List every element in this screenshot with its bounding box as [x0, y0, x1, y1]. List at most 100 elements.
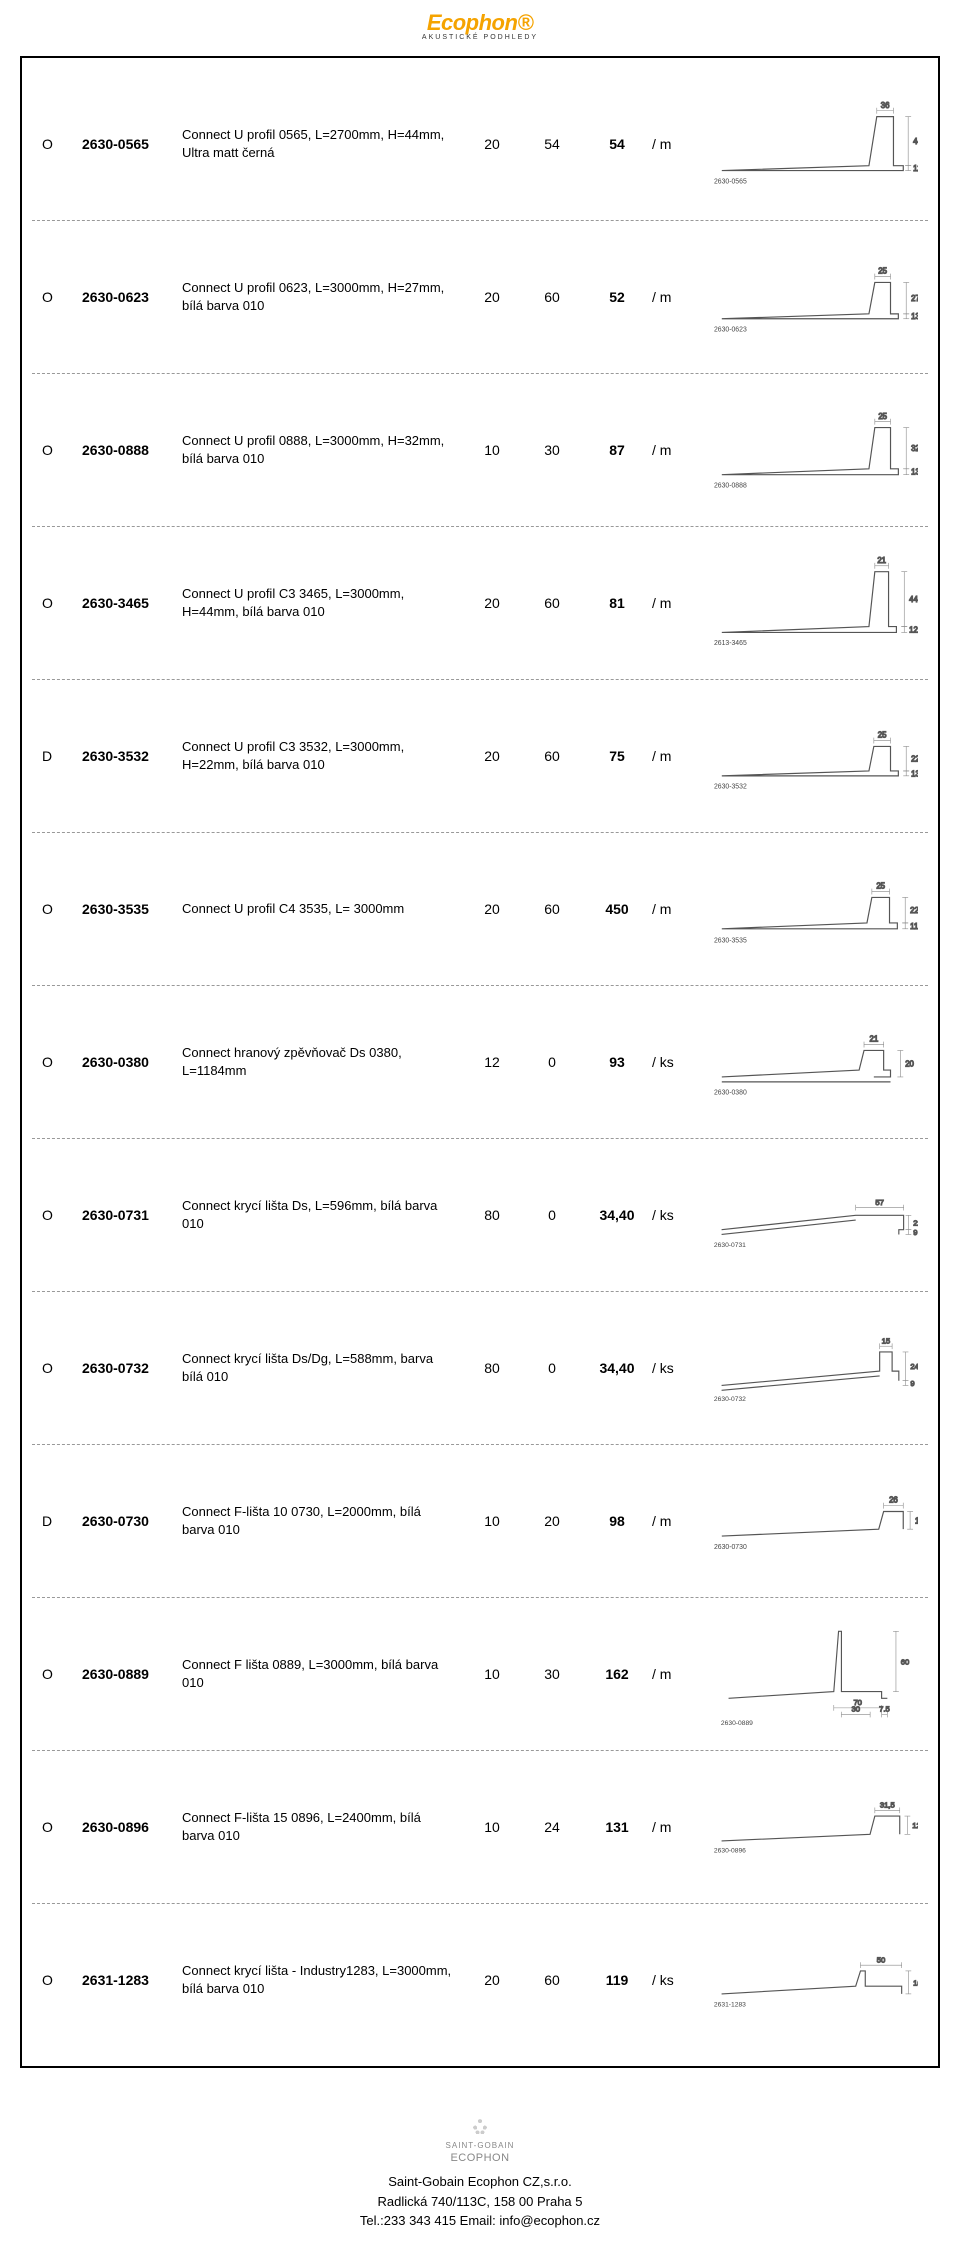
row-code: 2630-3532 — [82, 748, 182, 764]
profile-drawing: 31,5 12 2630-0896 — [712, 1795, 918, 1854]
svg-text:27: 27 — [911, 294, 918, 303]
svg-text:2630-3532: 2630-3532 — [714, 783, 747, 790]
row-marker: O — [32, 1972, 82, 1988]
row-qty1: 20 — [462, 289, 522, 305]
svg-text:2630-0623: 2630-0623 — [714, 327, 747, 334]
row-price: 81 — [582, 595, 652, 611]
svg-text:2630-0730: 2630-0730 — [714, 1543, 747, 1550]
svg-text:25: 25 — [878, 412, 887, 421]
row-description: Connect F lišta 0889, L=3000mm, bílá bar… — [182, 1656, 462, 1692]
profile-drawing: 25 27 13 2630-0623 — [712, 255, 918, 333]
row-profile-cell: 26 10 2630-0730 — [702, 1487, 928, 1556]
profile-drawing: 25 22 11 2630-3535 — [712, 868, 918, 945]
profile-drawing: 26 10 2630-0730 — [712, 1487, 918, 1551]
footer-company: Saint-Gobain Ecophon CZ,s.r.o. — [0, 2172, 960, 2192]
svg-text:21: 21 — [877, 556, 886, 565]
row-code: 2630-0565 — [82, 136, 182, 152]
svg-text:16: 16 — [913, 1979, 918, 1988]
row-description: Connect U profil C4 3535, L= 3000mm — [182, 900, 462, 918]
product-row: O 2630-3535 Connect U profil C4 3535, L=… — [32, 833, 928, 986]
product-row: D 2630-0730 Connect F-lišta 10 0730, L=2… — [32, 1445, 928, 1598]
row-price: 75 — [582, 748, 652, 764]
row-code: 2630-0730 — [82, 1513, 182, 1529]
row-price: 119 — [582, 1972, 652, 1988]
row-marker: O — [32, 901, 82, 917]
row-unit: / ks — [652, 1360, 702, 1376]
row-qty2: 30 — [522, 442, 582, 458]
row-unit: / m — [652, 748, 702, 764]
svg-text:10: 10 — [915, 1516, 918, 1525]
row-price: 450 — [582, 901, 652, 917]
product-row: O 2630-0380 Connect hranový zpěvňovač Ds… — [32, 986, 928, 1139]
svg-text:12: 12 — [912, 1821, 918, 1830]
profile-drawing: 57 21 9 2630-0731 — [712, 1177, 918, 1249]
row-price: 52 — [582, 289, 652, 305]
row-description: Connect F-lišta 15 0896, L=2400mm, bílá … — [182, 1809, 462, 1845]
row-description: Connect U profil 0888, L=3000mm, H=32mm,… — [182, 432, 462, 468]
row-unit: / m — [652, 595, 702, 611]
row-profile-cell: 25 22 13 2630-3532 — [702, 717, 928, 796]
row-qty2: 24 — [522, 1819, 582, 1835]
row-profile-cell: 36 44 12 2630-0565 — [702, 97, 928, 190]
row-marker: O — [32, 1666, 82, 1682]
row-qty1: 12 — [462, 1054, 522, 1070]
row-price: 98 — [582, 1513, 652, 1529]
svg-text:13: 13 — [911, 467, 918, 476]
row-qty2: 60 — [522, 289, 582, 305]
row-description: Connect hranový zpěvňovač Ds 0380, L=118… — [182, 1044, 462, 1080]
svg-text:22: 22 — [911, 754, 918, 763]
row-profile-cell: 50 16 2631-1283 — [702, 1946, 928, 2013]
row-description: Connect krycí lišta Ds/Dg, L=588mm, barv… — [182, 1350, 462, 1386]
svg-text:57: 57 — [875, 1197, 884, 1206]
svg-text:50: 50 — [877, 1956, 886, 1965]
row-qty1: 20 — [462, 1972, 522, 1988]
brand-tagline: AKUSTICKÉ PODHLEDY — [0, 34, 960, 41]
row-marker: O — [32, 1360, 82, 1376]
row-price: 93 — [582, 1054, 652, 1070]
row-code: 2630-3535 — [82, 901, 182, 917]
svg-text:2613-3465: 2613-3465 — [714, 640, 747, 647]
row-code: 2630-0623 — [82, 289, 182, 305]
footer-contact: Tel.:233 343 415 Email: info@ecophon.cz — [0, 2211, 960, 2231]
row-code: 2631-1283 — [82, 1972, 182, 1988]
svg-text:44: 44 — [909, 595, 918, 604]
svg-text:21: 21 — [913, 1218, 918, 1227]
row-price: 87 — [582, 442, 652, 458]
row-qty2: 60 — [522, 901, 582, 917]
row-qty2: 0 — [522, 1360, 582, 1376]
svg-text:2630-0896: 2630-0896 — [714, 1847, 746, 1854]
profile-drawing: 60 70 30 7.5 2630-0889 — [719, 1617, 910, 1727]
row-marker: O — [32, 1819, 82, 1835]
row-unit: / m — [652, 1819, 702, 1835]
product-row: O 2630-0565 Connect U profil 0565, L=270… — [32, 68, 928, 221]
svg-text:2630-0380: 2630-0380 — [714, 1089, 747, 1096]
row-code: 2630-0380 — [82, 1054, 182, 1070]
row-profile-cell: 25 22 11 2630-3535 — [702, 868, 928, 950]
svg-text:25: 25 — [878, 730, 887, 739]
row-description: Connect F-lišta 10 0730, L=2000mm, bílá … — [182, 1503, 462, 1539]
svg-text:13: 13 — [911, 313, 918, 322]
svg-text:12: 12 — [909, 625, 918, 634]
row-code: 2630-3465 — [82, 595, 182, 611]
svg-text:25: 25 — [878, 267, 887, 276]
row-qty2: 0 — [522, 1207, 582, 1223]
row-code: 2630-0732 — [82, 1360, 182, 1376]
page-footer: SAINT-GOBAIN ECOPHON Saint-Gobain Ecopho… — [0, 2088, 960, 2251]
svg-text:24: 24 — [910, 1362, 918, 1371]
table-frame: O 2630-0565 Connect U profil 0565, L=270… — [20, 56, 940, 2068]
product-row: O 2630-0731 Connect krycí lišta Ds, L=59… — [32, 1139, 928, 1292]
row-marker: D — [32, 748, 82, 764]
product-row: O 2630-0896 Connect F-lišta 15 0896, L=2… — [32, 1751, 928, 1904]
row-qty1: 10 — [462, 1819, 522, 1835]
row-qty1: 10 — [462, 1513, 522, 1529]
row-qty1: 20 — [462, 136, 522, 152]
svg-text:60: 60 — [901, 1657, 910, 1666]
rows-container: O 2630-0565 Connect U profil 0565, L=270… — [32, 68, 928, 2056]
row-marker: D — [32, 1513, 82, 1529]
row-profile-cell: 31,5 12 2630-0896 — [702, 1795, 928, 1859]
row-profile-cell: 60 70 30 7.5 2630-0889 — [702, 1617, 928, 1732]
row-code: 2630-0896 — [82, 1819, 182, 1835]
row-qty1: 80 — [462, 1207, 522, 1223]
row-code: 2630-0731 — [82, 1207, 182, 1223]
row-description: Connect krycí lišta Ds, L=596mm, bílá ba… — [182, 1197, 462, 1233]
